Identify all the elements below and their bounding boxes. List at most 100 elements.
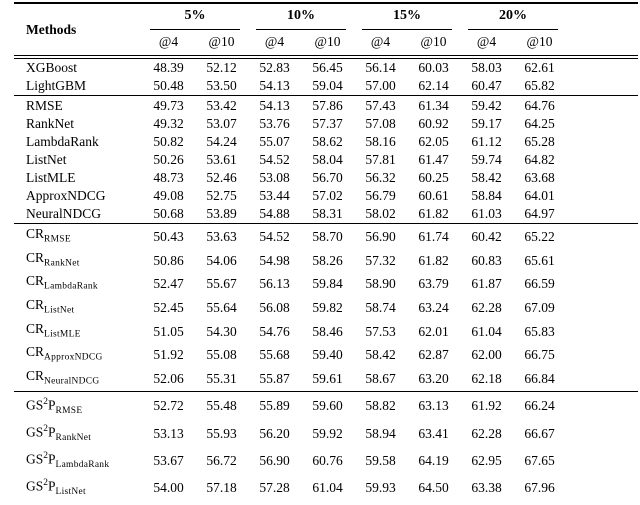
table-row: CRApproxNDCG 51.92 55.08 55.68 59.40 58.42 62.… — [14, 343, 638, 367]
ndcg-value: 58.82 — [354, 390, 407, 420]
ndcg-value: 58.04 — [312, 152, 343, 167]
ndcg-value: 48.73 — [153, 170, 184, 185]
ndcg-value: 52.83 — [259, 60, 290, 75]
ndcg-value: 66.24 — [513, 390, 566, 420]
row-filler — [566, 320, 638, 344]
ndcg-value: 63.24 — [418, 299, 449, 315]
row-filler — [566, 447, 638, 474]
method-name: LightGBM — [26, 78, 87, 93]
ndcg-value: 67.65 — [524, 452, 555, 468]
ndcg-value: 59.93 — [365, 479, 396, 495]
ndcg-value: 60.42 — [460, 222, 513, 249]
ndcg-value: 64.97 — [524, 206, 555, 221]
percent-label: 15% — [393, 8, 421, 23]
ndcg-value: 52.72 — [142, 390, 195, 420]
ndcg-value: 54.52 — [259, 152, 290, 167]
methods-column-header: Methods — [14, 3, 142, 59]
ndcg-value: 56.51 — [248, 502, 301, 505]
ndcg-value: 54.06 — [206, 252, 237, 268]
ndcg-value: 54.13 — [259, 78, 290, 93]
method-name: CRListMLE — [26, 320, 81, 340]
method-name: GS2PLambdaRank — [26, 451, 110, 471]
ndcg-value: 53.42 — [195, 95, 248, 115]
ndcg-value: 62.87 — [418, 347, 449, 363]
method-name: GS2PListNet — [26, 478, 86, 498]
table-row: LambdaRank 50.82 54.24 55.07 58.62 58.16 62.05… — [14, 133, 638, 151]
ndcg-value: 52.45 — [153, 299, 184, 315]
ndcg-value: 63.41 — [418, 425, 449, 441]
ndcg-value: 58.02 — [365, 206, 396, 221]
row-filler — [566, 272, 638, 296]
table-row: RankNet 49.32 53.07 53.76 57.37 57.08 60.92 59.… — [14, 115, 638, 133]
ndcg-value: 60.76 — [312, 452, 343, 468]
ndcg-value: 59.82 — [312, 299, 343, 315]
ndcg-value: 53.50 — [206, 78, 237, 93]
table-row: CRNeuralNDCG 52.06 55.31 55.87 59.61 58.67 63.… — [14, 367, 638, 391]
ndcg-value: 62.05 — [418, 134, 449, 149]
ndcg-value: 62.61 — [524, 60, 555, 75]
ndcg-value: 58.94 — [365, 425, 396, 441]
ndcg-value: 57.81 — [365, 152, 396, 167]
ndcg-value: 59.20 — [354, 502, 407, 505]
table-row: ListNet 50.26 53.61 54.52 58.04 57.81 61.47 59.… — [14, 151, 638, 169]
ndcg-value: 58.90 — [365, 276, 396, 292]
ndcg-value: 66.84 — [524, 370, 555, 386]
ndcg-value: 66.67 — [524, 425, 555, 441]
ndcg-value: 56.14 — [365, 60, 396, 75]
ndcg-value: 63.72 — [407, 502, 460, 505]
ndcg-value: 53.76 — [259, 116, 290, 131]
table-row: GS2PListNet 54.00 57.18 57.28 61.04 59.93 64.5… — [14, 474, 638, 501]
table-row: LightGBM 50.48 53.50 54.13 59.04 57.00 62.14 60… — [14, 77, 638, 96]
ndcg-value: 62.28 — [471, 425, 502, 441]
table-row: ApproxNDCG 49.08 52.75 53.44 57.02 56.79 60.61… — [14, 187, 638, 205]
method-name: CRRMSE — [14, 222, 142, 249]
ndcg-value: 52.12 — [206, 60, 237, 75]
header-row-cutoff: @4 @10 @4 @10 @4 @10 @4 @10 — [14, 30, 638, 59]
table-row: GS2PRankNet 53.13 55.93 56.20 59.92 58.94 63.4… — [14, 420, 638, 447]
ndcg-value: 54.76 — [259, 323, 290, 339]
percent-header-10pct: 10% — [248, 3, 354, 30]
ndcg-value: 53.44 — [259, 188, 290, 203]
ndcg-value: 56.24 — [195, 502, 248, 505]
ndcg-value: 61.92 — [460, 390, 513, 420]
ndcg-value: 64.25 — [524, 116, 555, 131]
table-row: ListMLE 48.73 52.46 53.08 56.70 56.32 60.25 58.… — [14, 169, 638, 187]
ndcg-value: 50.86 — [153, 252, 184, 268]
ndcg-value: 58.26 — [312, 252, 343, 268]
ndcg-value: 58.70 — [301, 222, 354, 249]
ndcg-value: 63.20 — [418, 370, 449, 386]
percent-label: 10% — [287, 8, 315, 23]
ndcg-value: 59.17 — [471, 116, 502, 131]
ndcg-value: 54.00 — [153, 479, 184, 495]
percent-label: 20% — [499, 8, 527, 23]
ndcg-value: 59.92 — [312, 425, 343, 441]
ndcg-value: 63.79 — [418, 276, 449, 292]
ndcg-value: 55.31 — [206, 370, 237, 386]
ndcg-value: 55.48 — [195, 390, 248, 420]
ndcg-value: 58.42 — [471, 170, 502, 185]
ndcg-value: 55.89 — [248, 390, 301, 420]
row-filler — [566, 296, 638, 320]
ndcg-value: 58.74 — [365, 299, 396, 315]
ndcg-value: 57.86 — [301, 95, 354, 115]
method-name: ListMLE — [26, 170, 76, 185]
cutoff-header-at10: @10 — [195, 30, 248, 59]
ndcg-value: 50.82 — [153, 134, 184, 149]
percent-header-15pct: 15% — [354, 3, 460, 30]
ndcg-value: 56.70 — [312, 170, 343, 185]
ndcg-value: 49.73 — [142, 95, 195, 115]
ndcg-value: 64.19 — [418, 452, 449, 468]
row-filler — [566, 77, 638, 96]
ndcg-value: 56.72 — [206, 452, 237, 468]
ndcg-value: 56.51 — [301, 502, 354, 505]
ndcg-value: 50.43 — [142, 222, 195, 249]
ndcg-value: 59.42 — [460, 95, 513, 115]
ndcg-value: 57.00 — [365, 78, 396, 93]
ndcg-value: 59.60 — [301, 390, 354, 420]
table-row: GS2PRMSE 52.72 55.48 55.89 59.60 58.82 63.13 61… — [14, 390, 638, 420]
ndcg-value: 64.01 — [524, 188, 555, 203]
ndcg-value: 66.88 — [513, 502, 566, 505]
cutoff-header-at4: @4 — [248, 30, 301, 59]
cmidrule — [150, 24, 240, 30]
